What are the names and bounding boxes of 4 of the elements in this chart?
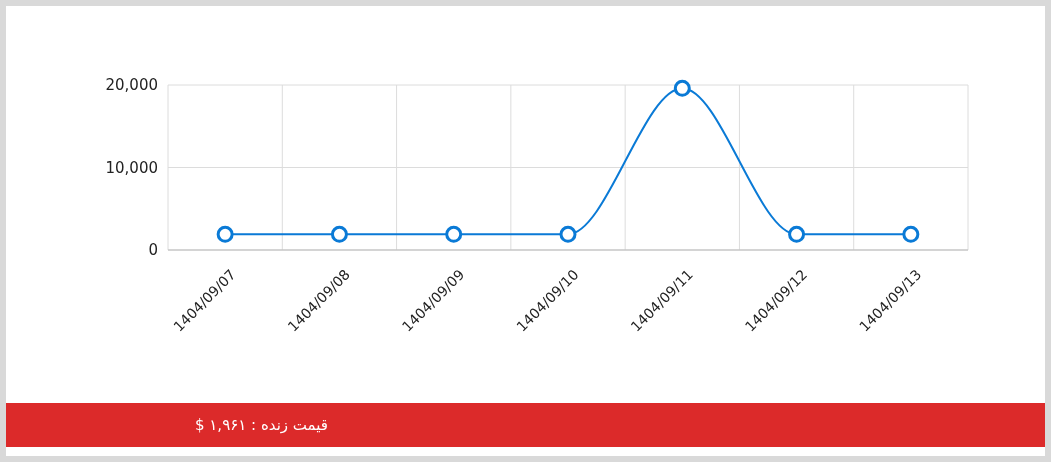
y-tick-label: 10,000 — [105, 158, 158, 177]
text: قیمت زنده : ۱,۹۶۱ $ — [195, 416, 328, 435]
y-tick-label: 0 — [148, 241, 158, 260]
y-tick-label: 20,000 — [105, 76, 158, 95]
